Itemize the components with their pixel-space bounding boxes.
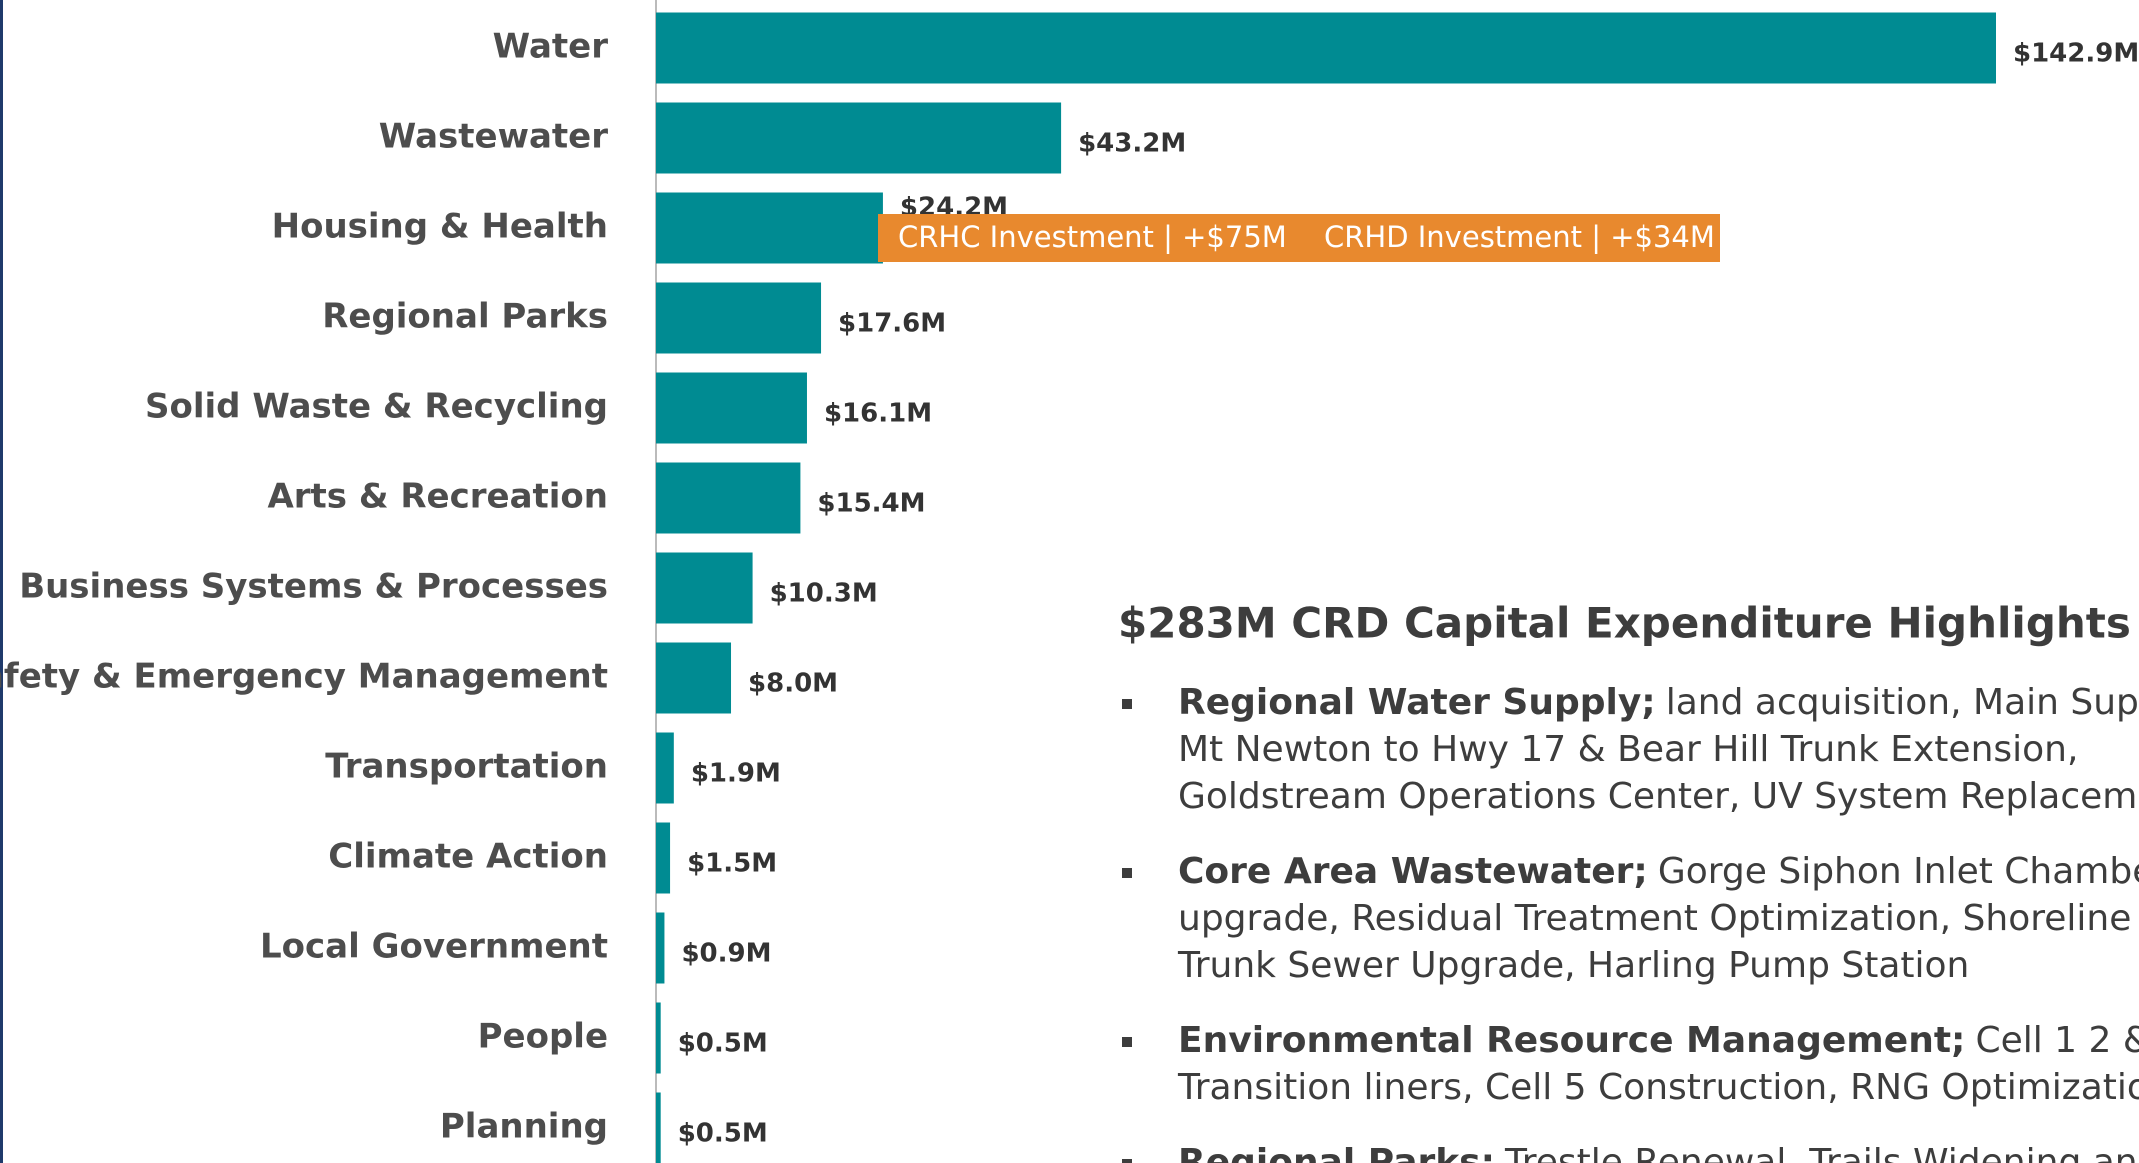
category-label: Safety & Emergency Management — [0, 657, 608, 697]
left-border — [0, 0, 3, 1163]
category-label: Housing & Health — [272, 207, 608, 247]
category-label: Planning — [440, 1107, 608, 1147]
bullet — [1122, 1159, 1132, 1163]
value-label: $10.3M — [770, 579, 878, 609]
category-label: Local Government — [260, 927, 608, 967]
highlight-text: land acquisition, Main Supply 4 — [1666, 682, 2139, 723]
highlight-text: Trestle Renewal, Trails Widening and — [1504, 1142, 2139, 1163]
highlight-line: Environmental Resource Management; Cell 1… — [1178, 1020, 2139, 1061]
bar — [656, 102, 1062, 174]
category-label: People — [478, 1017, 608, 1057]
bar — [656, 12, 1996, 84]
highlight-line: Trunk Sewer Upgrade, Harling Pump Statio… — [1177, 945, 1969, 986]
highlight-line: Goldstream Operations Center, UV System … — [1178, 776, 2139, 817]
category-label: Climate Action — [328, 837, 608, 877]
bar — [656, 732, 674, 804]
value-label: $15.4M — [817, 489, 925, 519]
highlight-line: Transition liners, Cell 5 Construction, … — [1177, 1067, 2139, 1108]
highlight-heading: Regional Water Supply; — [1178, 682, 1656, 723]
highlight-heading: Regional Parks; — [1178, 1142, 1495, 1163]
bar — [656, 1002, 661, 1074]
bar — [656, 372, 807, 444]
bar — [656, 912, 665, 984]
category-label: Transportation — [325, 747, 608, 787]
highlight-line: Core Area Wastewater; Gorge Siphon Inlet … — [1178, 851, 2139, 892]
value-label: $43.2M — [1078, 129, 1186, 159]
bullet — [1122, 699, 1132, 709]
category-label: Arts & Recreation — [267, 477, 608, 517]
bar — [656, 552, 753, 624]
value-label: $0.9M — [681, 939, 771, 969]
highlight-line: Mt Newton to Hwy 17 & Bear Hill Trunk Ex… — [1178, 729, 2078, 770]
annotation-box — [878, 214, 1720, 262]
highlight-line: Regional Water Supply; land acquisition, … — [1178, 682, 2139, 723]
highlight-line: upgrade, Residual Treatment Optimization… — [1178, 898, 2131, 939]
highlights-title: $283M CRD Capital Expenditure Highlights — [1118, 599, 2131, 648]
bar — [656, 642, 732, 714]
annotation: CRHC Investment | +$75M — [898, 220, 1287, 254]
category-label: Solid Waste & Recycling — [145, 387, 608, 427]
highlight-line: Regional Parks; Trestle Renewal, Trails W… — [1178, 1142, 2139, 1163]
bar — [656, 462, 801, 534]
highlight-text: Gorge Siphon Inlet Chamber — [1658, 851, 2139, 892]
bar — [656, 822, 671, 894]
bullet — [1122, 1037, 1132, 1047]
bar — [656, 282, 822, 354]
highlight-text: Cell 1 2 & 3 — [1975, 1020, 2139, 1061]
annotation: CRHD Investment | +$34M — [1324, 220, 1715, 254]
category-label: Business Systems & Processes — [19, 567, 608, 607]
category-label: Wastewater — [379, 117, 608, 157]
category-label: Regional Parks — [322, 297, 608, 337]
value-label: $1.5M — [687, 849, 777, 879]
value-label: $16.1M — [824, 399, 932, 429]
value-label: $142.9M — [2013, 39, 2139, 69]
bar — [656, 192, 883, 264]
bar — [656, 1092, 661, 1163]
value-label: $8.0M — [748, 669, 838, 699]
category-label: Water — [493, 27, 609, 67]
highlight-heading: Core Area Wastewater; — [1178, 851, 1648, 892]
value-label: $0.5M — [678, 1119, 768, 1149]
highlight-heading: Environmental Resource Management; — [1178, 1020, 1965, 1061]
value-label: $1.9M — [691, 759, 781, 789]
value-label: $0.5M — [678, 1029, 768, 1059]
bullet — [1122, 868, 1132, 878]
value-label: $17.6M — [838, 309, 946, 339]
